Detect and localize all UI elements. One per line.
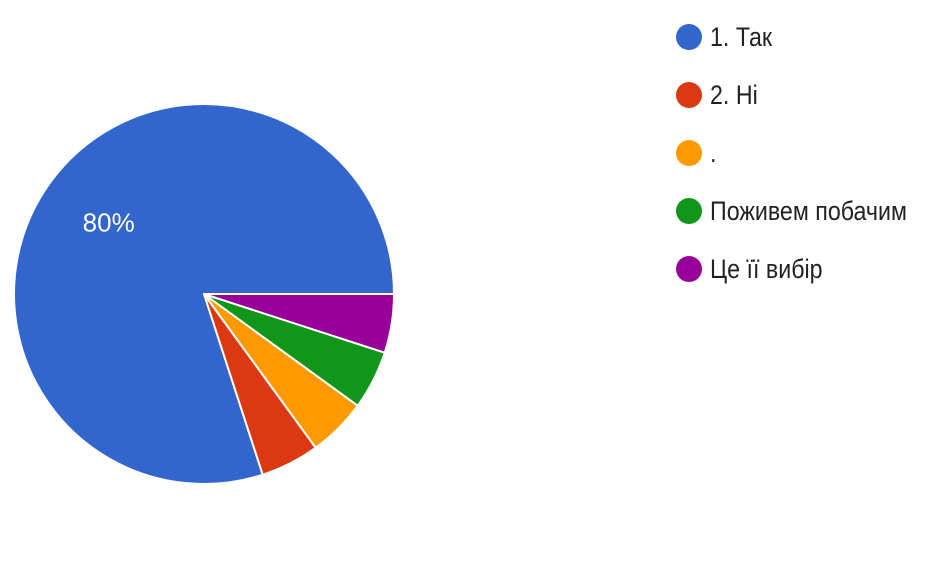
legend-item[interactable]: 2. Ні xyxy=(676,72,939,118)
legend-label: 1. Так xyxy=(710,21,773,52)
pie-data-labels: 80% xyxy=(83,208,135,238)
legend-item[interactable]: . xyxy=(676,130,939,176)
legend-item[interactable]: Поживем побачим xyxy=(676,188,939,234)
legend-label: Поживем побачим xyxy=(710,195,907,226)
pie-slices xyxy=(13,103,395,485)
pie-slice-1 xyxy=(13,103,395,485)
legend-label: Це її вибір xyxy=(710,253,823,284)
legend-swatch-icon xyxy=(676,140,702,166)
legend-swatch-icon xyxy=(676,198,702,224)
legend-swatch-icon xyxy=(676,82,702,108)
legend-label: . xyxy=(710,137,717,168)
legend-item[interactable]: Це її вибір xyxy=(676,246,939,292)
legend-label: 2. Ні xyxy=(710,79,758,110)
legend-item[interactable]: 1. Так xyxy=(676,14,939,60)
legend-swatch-icon xyxy=(676,256,702,282)
legend-swatch-icon xyxy=(676,24,702,50)
slice-data-label: 80% xyxy=(83,208,135,238)
chart-legend: 1. Так 2. Ні. Поживем побачим Це її вибір xyxy=(676,14,939,304)
pie-slice-5 xyxy=(203,293,395,354)
